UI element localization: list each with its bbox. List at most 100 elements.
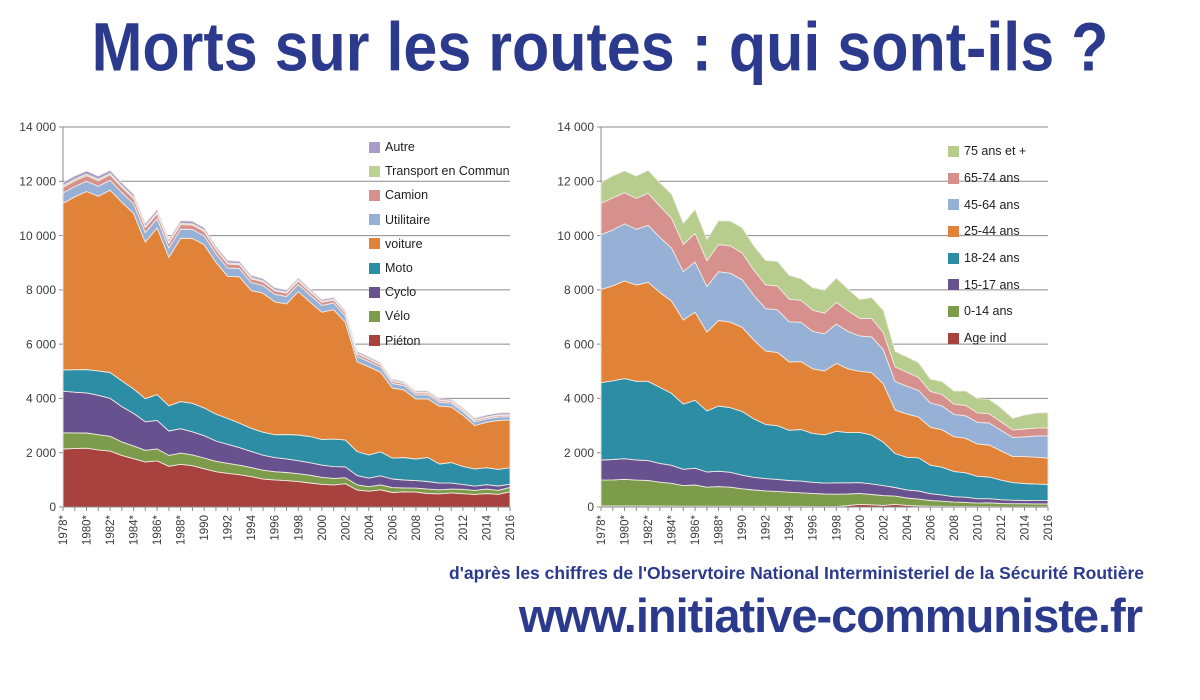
x-tick-label: 1978* — [58, 514, 70, 545]
x-tick-label: 2012 — [458, 515, 470, 541]
age-group-chart-plot: 0 2 000 4 000 6 000 8 000 10 000 12 000 14 000 1… — [557, 120, 1055, 545]
y-tick-label: 10 000 — [19, 229, 56, 243]
x-tick-label: 2016 — [1043, 515, 1055, 541]
y-tick-label: 0 — [587, 500, 594, 514]
legend-swatch — [369, 214, 380, 226]
x-tick-label: 1986* — [690, 514, 702, 545]
x-tick-label: 1992 — [223, 515, 235, 541]
x-tick-label: 2014 — [1020, 514, 1032, 540]
x-tick-label: 2002 — [878, 515, 890, 541]
y-tick-label: 14 000 — [19, 120, 56, 134]
legend-item: Moto — [369, 256, 510, 280]
legend-label: Cyclo — [385, 285, 417, 300]
legend-item: 18-24 ans — [948, 245, 1026, 272]
x-tick-label: 2004 — [364, 514, 376, 540]
legend-item: voiture — [369, 232, 510, 256]
legend-swatch — [948, 225, 959, 237]
x-tick-label: 1998 — [293, 515, 305, 541]
legend-label: 25-44 ans — [964, 224, 1020, 239]
legend-swatch — [369, 141, 380, 153]
legend-label: 45-64 ans — [964, 197, 1020, 212]
legend-swatch — [369, 310, 380, 322]
legend-item: Cyclo — [369, 280, 510, 304]
legend-label: 15-17 ans — [964, 277, 1020, 292]
website-url: www.initiative-communiste.fr — [518, 589, 1143, 642]
x-tick-label: 1994 — [784, 514, 796, 540]
x-tick-label: 1980* — [620, 514, 632, 545]
legend-item: 65-74 ans — [948, 165, 1026, 192]
legend-label: Transport en Commun — [385, 164, 510, 179]
legend-label: Piéton — [385, 333, 421, 348]
y-tick-label: 14 000 — [557, 120, 594, 134]
area-Autre — [62, 169, 511, 421]
x-tick-label: 1990 — [737, 515, 749, 541]
legend-item: Transport en Commun — [369, 159, 510, 183]
legend-label: Autre — [385, 140, 415, 155]
legend-swatch — [369, 165, 380, 177]
legend-label: Camion — [385, 188, 429, 203]
x-tick-label: 1978* — [596, 514, 608, 545]
legend-swatch — [948, 332, 959, 344]
y-tick-label: 8 000 — [26, 283, 56, 297]
legend-swatch — [948, 199, 959, 211]
legend-item: Age ind — [948, 325, 1026, 352]
age-group-legend: 75 ans et + 65-74 ans 45-64 ans 25-44 ans 18… — [948, 138, 1026, 352]
legend-item: Utilitaire — [369, 208, 510, 232]
x-tick-label: 2012 — [996, 515, 1008, 541]
page-title: Morts sur les routes : qui sont-ils ? — [91, 9, 1109, 86]
y-tick-label: 8 000 — [564, 283, 594, 297]
area-75 ans et + — [600, 169, 1049, 431]
x-tick-label: 2010 — [434, 515, 446, 541]
legend-item: 45-64 ans — [948, 191, 1026, 218]
x-tick-label: 2006 — [387, 515, 399, 541]
x-tick-label: 2000 — [317, 515, 329, 541]
vehicle-type-chart-plot: 0 2 000 4 000 6 000 8 000 10 000 12 000 14 000 1… — [19, 120, 517, 545]
legend-swatch — [369, 189, 380, 201]
legend-label: Age ind — [964, 331, 1007, 346]
y-tick-label: 12 000 — [557, 175, 594, 189]
x-tick-label: 1988* — [714, 514, 726, 545]
x-tick-label: 2000 — [855, 515, 867, 541]
legend-swatch — [948, 252, 959, 264]
legend-swatch — [369, 238, 380, 250]
x-tick-label: 2014 — [482, 514, 494, 540]
legend-item: 15-17 ans — [948, 271, 1026, 298]
legend-label: voiture — [385, 236, 423, 251]
x-tick-label: 1996 — [808, 515, 820, 541]
vehicle-type-chart: 0 2 000 4 000 6 000 8 000 10 000 12 000 14 000 1… — [10, 105, 570, 570]
legend-item: Vélo — [369, 304, 510, 328]
age-group-chart: 0 2 000 4 000 6 000 8 000 10 000 12 000 14 000 1… — [548, 105, 1108, 570]
x-tick-label: 1984* — [667, 514, 679, 545]
x-tick-label: 1994 — [246, 514, 258, 540]
x-tick-label: 1986* — [152, 514, 164, 545]
legend-swatch — [369, 335, 380, 347]
legend-item: 25-44 ans — [948, 218, 1026, 245]
y-tick-label: 12 000 — [19, 175, 56, 189]
legend-item: Piéton — [369, 329, 510, 353]
x-tick-label: 1984* — [129, 514, 141, 545]
x-tick-label: 1980* — [82, 514, 94, 545]
x-tick-label: 2006 — [925, 515, 937, 541]
x-tick-label: 1998 — [831, 515, 843, 541]
x-tick-label: 1988* — [176, 514, 188, 545]
x-tick-label: 1982* — [105, 514, 117, 545]
x-tick-label: 1992 — [761, 515, 773, 541]
legend-item: 0-14 ans — [948, 298, 1026, 325]
x-tick-label: 2004 — [902, 514, 914, 540]
legend-label: 18-24 ans — [964, 251, 1020, 266]
x-tick-label: 1982* — [643, 514, 655, 545]
y-tick-label: 10 000 — [557, 229, 594, 243]
x-tick-label: 1996 — [270, 515, 282, 541]
x-tick-label: 2002 — [340, 515, 352, 541]
legend-label: Utilitaire — [385, 212, 431, 227]
y-tick-label: 6 000 — [26, 337, 56, 351]
x-tick-label: 2010 — [972, 515, 984, 541]
legend-label: 65-74 ans — [964, 171, 1020, 186]
y-tick-label: 2 000 — [26, 446, 56, 460]
legend-item: Autre — [369, 135, 510, 159]
legend-label: 75 ans et + — [964, 144, 1027, 159]
legend-swatch — [948, 279, 959, 291]
legend-swatch — [948, 172, 959, 184]
legend-item: 75 ans et + — [948, 138, 1026, 165]
x-tick-label: 2016 — [505, 515, 517, 541]
